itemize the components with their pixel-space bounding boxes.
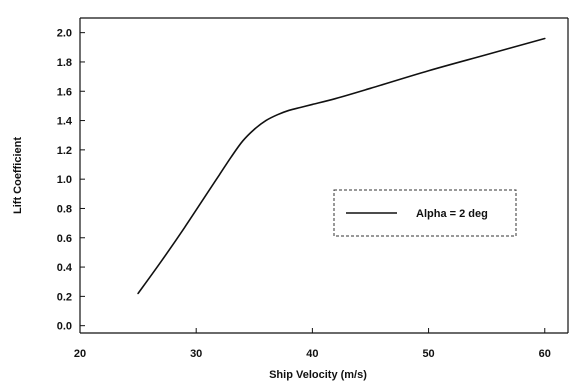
y-tick-label: 0.0 (57, 321, 72, 333)
x-tick-label: 40 (306, 348, 318, 360)
y-tick-label: 0.4 (57, 262, 73, 274)
x-tick-label: 50 (422, 348, 434, 360)
legend-entry-label: Alpha = 2 deg (416, 208, 488, 220)
x-tick-label: 20 (74, 348, 86, 360)
series-line-alpha-2-deg (137, 37, 546, 295)
y-tick-label: 0.8 (57, 203, 72, 215)
y-tick-label: 0.6 (57, 233, 72, 245)
x-tick-label: 30 (190, 348, 202, 360)
y-tick-label: 0.2 (57, 291, 72, 303)
y-tick-label: 1.6 (57, 86, 72, 98)
x-tick-label: 60 (539, 348, 551, 360)
series-layer (137, 37, 546, 295)
plot-frame (79, 17, 569, 334)
x-axis-title: Ship Velocity (m/s) (269, 369, 367, 381)
y-tick-label: 1.4 (57, 116, 73, 128)
y-axis-ticks: 0.0 0.2 0.4 0.6 0.8 1.0 1.2 1.4 1.6 1.8 2.0 (57, 28, 85, 333)
y-tick-label: 1.0 (57, 174, 72, 186)
y-tick-label: 1.8 (57, 57, 72, 69)
y-tick-label: 1.2 (57, 145, 72, 157)
y-tick-label: 2.0 (57, 28, 72, 40)
y-axis-title: Lift Coefficient (12, 137, 24, 214)
x-axis-ticks: 20 30 40 50 60 (74, 328, 551, 360)
legend: Alpha = 2 deg (333, 189, 517, 237)
